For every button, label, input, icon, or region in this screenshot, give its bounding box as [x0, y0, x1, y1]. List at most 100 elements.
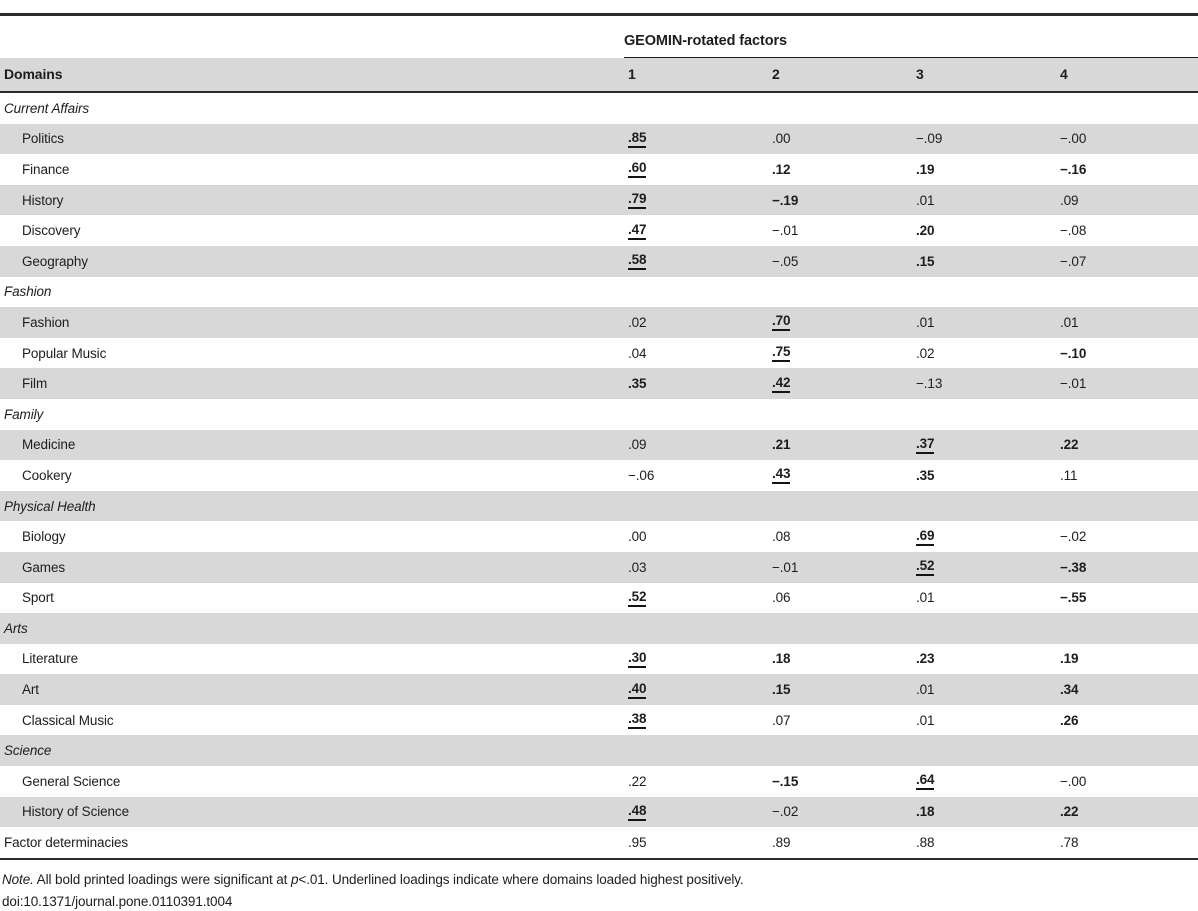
- factor-4-column-header: 4: [1060, 66, 1068, 82]
- table-top-rule: [0, 13, 1198, 16]
- loading-value: .22: [628, 773, 647, 789]
- table-row: History of Science .48 −.02 .18 .22: [0, 796, 1198, 828]
- factor-3-column-header: 3: [916, 66, 924, 82]
- spanner-header-label: GEOMIN-rotated factors: [624, 32, 787, 49]
- loading-value: .20: [916, 223, 935, 239]
- loading-value: .02: [628, 314, 647, 330]
- domain-label: General Science: [22, 773, 121, 789]
- loading-value: .34: [1060, 682, 1079, 698]
- domain-label: Geography: [22, 253, 88, 269]
- loading-value: .01: [916, 192, 935, 208]
- loading-value: −.00: [1060, 773, 1087, 789]
- loading-value: .52: [916, 558, 1060, 577]
- loading-value: −.15: [772, 773, 799, 789]
- table-row: Medicine .09 .21 .37.22: [0, 429, 1198, 461]
- loading-value: −.16: [1060, 161, 1087, 177]
- section-row: Family: [0, 399, 1198, 430]
- section-label: Physical Health: [4, 498, 96, 514]
- loading-value: .22: [1060, 437, 1079, 453]
- loading-value: .64: [916, 772, 1060, 791]
- loading-value: .70: [772, 313, 916, 332]
- table-row: History .79 −.19 .01 .09: [0, 184, 1198, 216]
- loading-value: −.38: [1060, 559, 1087, 575]
- section-label: Current Affairs: [4, 100, 90, 116]
- loading-value: .60: [628, 160, 772, 179]
- loading-value: .18: [772, 651, 791, 667]
- loading-value: .47: [628, 222, 772, 240]
- loading-value: .75: [772, 344, 916, 363]
- note-p-symbol: p: [291, 872, 299, 888]
- table-row: Discovery .47 −.01 .20 −.08: [0, 215, 1198, 246]
- loading-value: .18: [916, 804, 935, 820]
- loading-value: .58: [628, 252, 772, 271]
- loading-value: .12: [772, 161, 791, 177]
- domain-label: Fashion: [22, 314, 70, 330]
- loading-value: .01: [1060, 314, 1079, 330]
- table-row: Cookery −.06 .43.35 .11: [0, 460, 1198, 491]
- domain-label: Popular Music: [22, 345, 107, 361]
- table-row: Literature .30.18 .23 .19: [0, 644, 1198, 675]
- domain-label: Art: [22, 682, 39, 698]
- section-row: Physical Health: [0, 490, 1198, 522]
- loading-value: .01: [916, 314, 935, 330]
- loading-value: −.05: [772, 253, 799, 269]
- section-row: Current Affairs: [0, 93, 1198, 124]
- loading-value: .08: [772, 529, 791, 545]
- table-row: Biology .00 .08 .69 −.02: [0, 521, 1198, 552]
- loading-value: −.02: [772, 804, 799, 820]
- table-row: Film .35 .42 −.13 −.01: [0, 368, 1198, 399]
- domain-label: Film: [22, 376, 48, 392]
- table-row: Politics .85.00 −.09 −.00: [0, 123, 1198, 155]
- section-row: Arts: [0, 613, 1198, 644]
- domain-label: Literature: [22, 651, 79, 667]
- loading-value: −.01: [772, 559, 799, 575]
- domain-label: History: [22, 192, 64, 208]
- loading-value: −.19: [772, 192, 799, 208]
- loading-value: .43: [772, 466, 916, 485]
- loading-value: .40: [628, 681, 772, 699]
- loading-value: .95: [628, 835, 647, 851]
- domain-label: History of Science: [22, 804, 129, 820]
- loading-value: .02: [916, 345, 935, 361]
- loading-value: −.00: [1060, 131, 1087, 147]
- doi-line: doi:10.1371/journal.pone.0110391.t004: [2, 893, 233, 909]
- loading-value: .48: [628, 803, 772, 821]
- loading-value: −.13: [916, 376, 943, 392]
- loading-value: −.08: [1060, 223, 1087, 239]
- factor-2-column-header: 2: [772, 66, 780, 82]
- table-note: Note. All bold printed loadings were sig…: [0, 869, 1198, 911]
- domain-label: Biology: [22, 529, 66, 545]
- spanner-header: GEOMIN-rotated factors: [624, 16, 1198, 58]
- domain-label: Medicine: [22, 437, 76, 453]
- loading-value: .00: [628, 529, 647, 545]
- loading-value: .19: [916, 161, 935, 177]
- loading-value: −.07: [1060, 253, 1087, 269]
- loading-value: .00: [772, 131, 791, 147]
- section-row: Science: [0, 735, 1198, 767]
- loading-value: .11: [1060, 467, 1078, 483]
- loading-value: .01: [916, 682, 935, 698]
- loading-value: .35: [628, 376, 647, 392]
- header-bottom-rule: [0, 90, 1198, 93]
- table-body: Current Affairs Politics .85.00 −.09 −.00 Fin…: [0, 93, 1198, 858]
- loading-value: .38: [628, 711, 772, 730]
- loading-value: −.06: [628, 467, 655, 483]
- loading-value: .69: [916, 528, 1060, 546]
- table-row: Finance .60.12 .19 −.16: [0, 154, 1198, 185]
- table-row: Fashion .02.70.01.01: [0, 307, 1198, 338]
- loading-value: .19: [1060, 651, 1079, 667]
- loading-value: .79: [628, 191, 772, 210]
- domain-label: Factor determinacies: [4, 835, 129, 851]
- table-row: Popular Music .04 .75.02 −.10: [0, 338, 1198, 369]
- table-row: Games .03 −.01 .52 −.38: [0, 551, 1198, 583]
- note-text-a: All bold printed loadings were significa…: [33, 872, 291, 888]
- loading-value: .15: [772, 682, 791, 698]
- loading-value: .15: [916, 253, 935, 269]
- loading-value: .01: [916, 590, 935, 606]
- loading-value: .04: [628, 345, 647, 361]
- loading-value: −.02: [1060, 529, 1087, 545]
- loading-value: .22: [1060, 804, 1079, 820]
- domain-label: Sport: [22, 590, 54, 606]
- table-row: General Science .22 −.15 .64 −.00: [0, 766, 1198, 797]
